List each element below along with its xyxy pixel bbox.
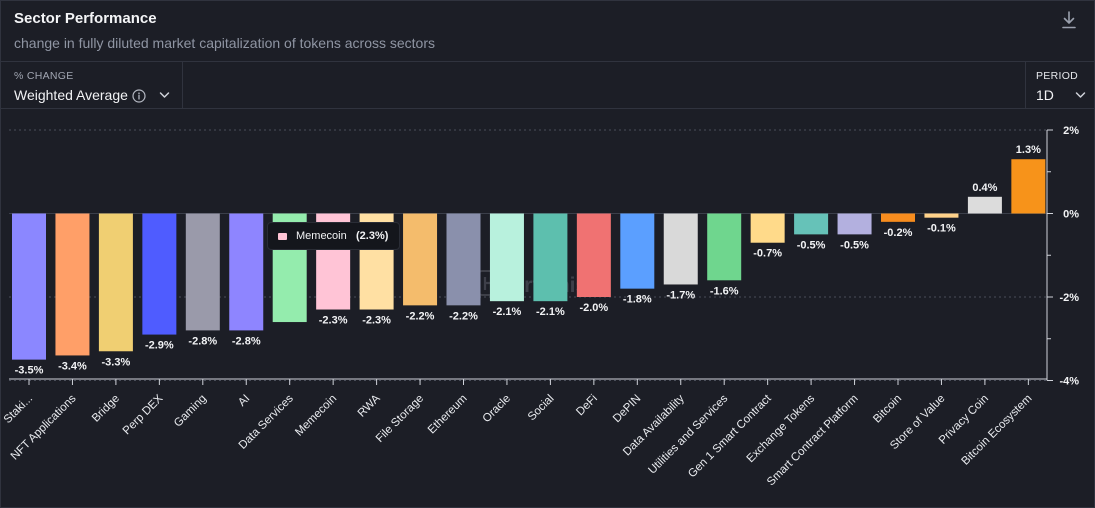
bar-value-label: -0.7% — [753, 248, 782, 260]
chart-tooltip: Memecoin (2.3%) — [267, 222, 400, 250]
bar[interactable] — [12, 213, 46, 360]
bar-value-label: -2.0% — [579, 302, 608, 314]
info-icon[interactable] — [132, 89, 146, 103]
y-tick-label: 0% — [1063, 209, 1079, 221]
bar[interactable] — [837, 213, 872, 235]
bar-value-label: -0.5% — [840, 239, 869, 251]
x-category-label: Social — [526, 393, 557, 424]
card-header: Sector Performance change in fully dilut… — [1, 1, 1095, 61]
bar[interactable] — [489, 213, 524, 302]
x-category-label: Perp DEX — [121, 392, 166, 437]
bar[interactable] — [229, 213, 264, 331]
bar[interactable] — [663, 213, 698, 285]
bar[interactable] — [142, 213, 177, 335]
bar-value-labels: -3.5% -3.4% -3.3% -2.9% -2.8% -2.8% -2.3% -2.3%… — [15, 144, 1041, 376]
x-category-label: AI — [236, 393, 252, 409]
tooltip-name: Memecoin — [296, 230, 347, 242]
bar[interactable] — [967, 196, 1002, 214]
bar[interactable] — [881, 213, 915, 222]
bar-value-label: -2.3% — [362, 315, 391, 327]
bars — [12, 159, 1046, 360]
bar-value-label: -3.5% — [15, 365, 44, 377]
bar-value-label: -2.8% — [232, 335, 261, 347]
bar[interactable] — [620, 213, 655, 289]
bar-value-label: -2.3% — [319, 315, 348, 327]
bar[interactable] — [403, 213, 438, 306]
metric-selector-label: % CHANGE — [14, 70, 74, 82]
bar[interactable] — [924, 213, 959, 218]
x-category-label: RWA — [356, 392, 383, 419]
bar[interactable] — [55, 213, 90, 356]
tooltip-value: (2.3%) — [356, 230, 389, 242]
bar-value-label: -2.2% — [449, 310, 478, 322]
gridlines — [9, 129, 1047, 381]
chevron-down-icon — [159, 92, 170, 98]
x-category-label: Bitcoin — [871, 393, 904, 426]
x-category-label: Gaming — [172, 393, 209, 430]
chevron-down-icon — [1075, 92, 1086, 98]
x-category-label: Memecoin — [293, 393, 339, 439]
period-selector[interactable]: PERIOD 1D — [1025, 62, 1095, 109]
bar-value-label: -1.7% — [666, 289, 695, 301]
download-icon[interactable] — [1060, 10, 1078, 30]
bar-value-label: -2.2% — [406, 310, 435, 322]
bar-value-label: -3.4% — [58, 360, 87, 372]
x-category-label: Smart Contract Platform — [765, 393, 861, 489]
bar[interactable] — [707, 213, 742, 281]
x-category-label: Ethereum — [426, 393, 470, 437]
x-category-label: DeFi — [574, 393, 600, 419]
bar[interactable] — [794, 213, 829, 235]
y-axis: 2% 0% -2% -4% — [1046, 125, 1079, 388]
x-category-label: Bridge — [90, 393, 122, 425]
chart-title: Sector Performance — [14, 10, 157, 27]
bar-chart-area: Artemis -3.5%-3.4%-3.3%-2.9%-2.8%-2.8%-2… — [1, 109, 1095, 508]
bar[interactable] — [576, 213, 611, 298]
bar-value-label: -0.5% — [797, 239, 826, 251]
bar-value-label: -2.8% — [188, 335, 217, 347]
bar-value-label: -3.3% — [102, 356, 131, 368]
bar[interactable] — [185, 213, 220, 331]
tooltip-swatch — [278, 233, 287, 240]
x-category-label: DePIN — [611, 393, 643, 425]
bar-value-label: -1.8% — [623, 294, 652, 306]
bar-value-label: -1.6% — [710, 285, 739, 297]
x-category-label: Gen 1 Smart Contract — [686, 392, 774, 480]
bar-value-label: 1.3% — [1016, 144, 1041, 156]
bar[interactable] — [533, 213, 568, 302]
bar[interactable] — [446, 213, 481, 306]
metric-selector[interactable]: % CHANGE Weighted Average — [1, 62, 183, 109]
x-category-label: Oracle — [481, 393, 513, 425]
x-category-label: Utilities and Services — [646, 392, 730, 476]
y-tick-label: -4% — [1059, 376, 1079, 388]
bar-value-label: -0.1% — [927, 223, 956, 235]
bar[interactable] — [1011, 159, 1046, 214]
bar[interactable] — [98, 213, 133, 352]
x-category-label: Staki... — [2, 393, 35, 426]
bar-value-label: -2.1% — [493, 306, 522, 318]
period-selector-label: PERIOD — [1036, 70, 1079, 82]
bar-value-label: -2.9% — [145, 340, 174, 352]
period-selector-value: 1D — [1036, 87, 1054, 103]
metric-selector-value: Weighted Average — [14, 87, 128, 103]
bar-chart: Artemis -3.5%-3.4%-3.3%-2.9%-2.8%-2.8%-2… — [2, 125, 1079, 489]
bar-value-label: -0.2% — [884, 227, 913, 239]
bar-value-label: 0.4% — [972, 182, 997, 194]
bar[interactable] — [750, 213, 785, 243]
bar-value-label: -2.1% — [536, 306, 565, 318]
chart-subtitle: change in fully diluted market capitaliz… — [14, 35, 435, 51]
y-tick-label: -2% — [1059, 292, 1079, 304]
y-tick-label: 2% — [1063, 125, 1079, 137]
chart-controls: % CHANGE Weighted Average PERIOD 1D — [1, 61, 1095, 109]
